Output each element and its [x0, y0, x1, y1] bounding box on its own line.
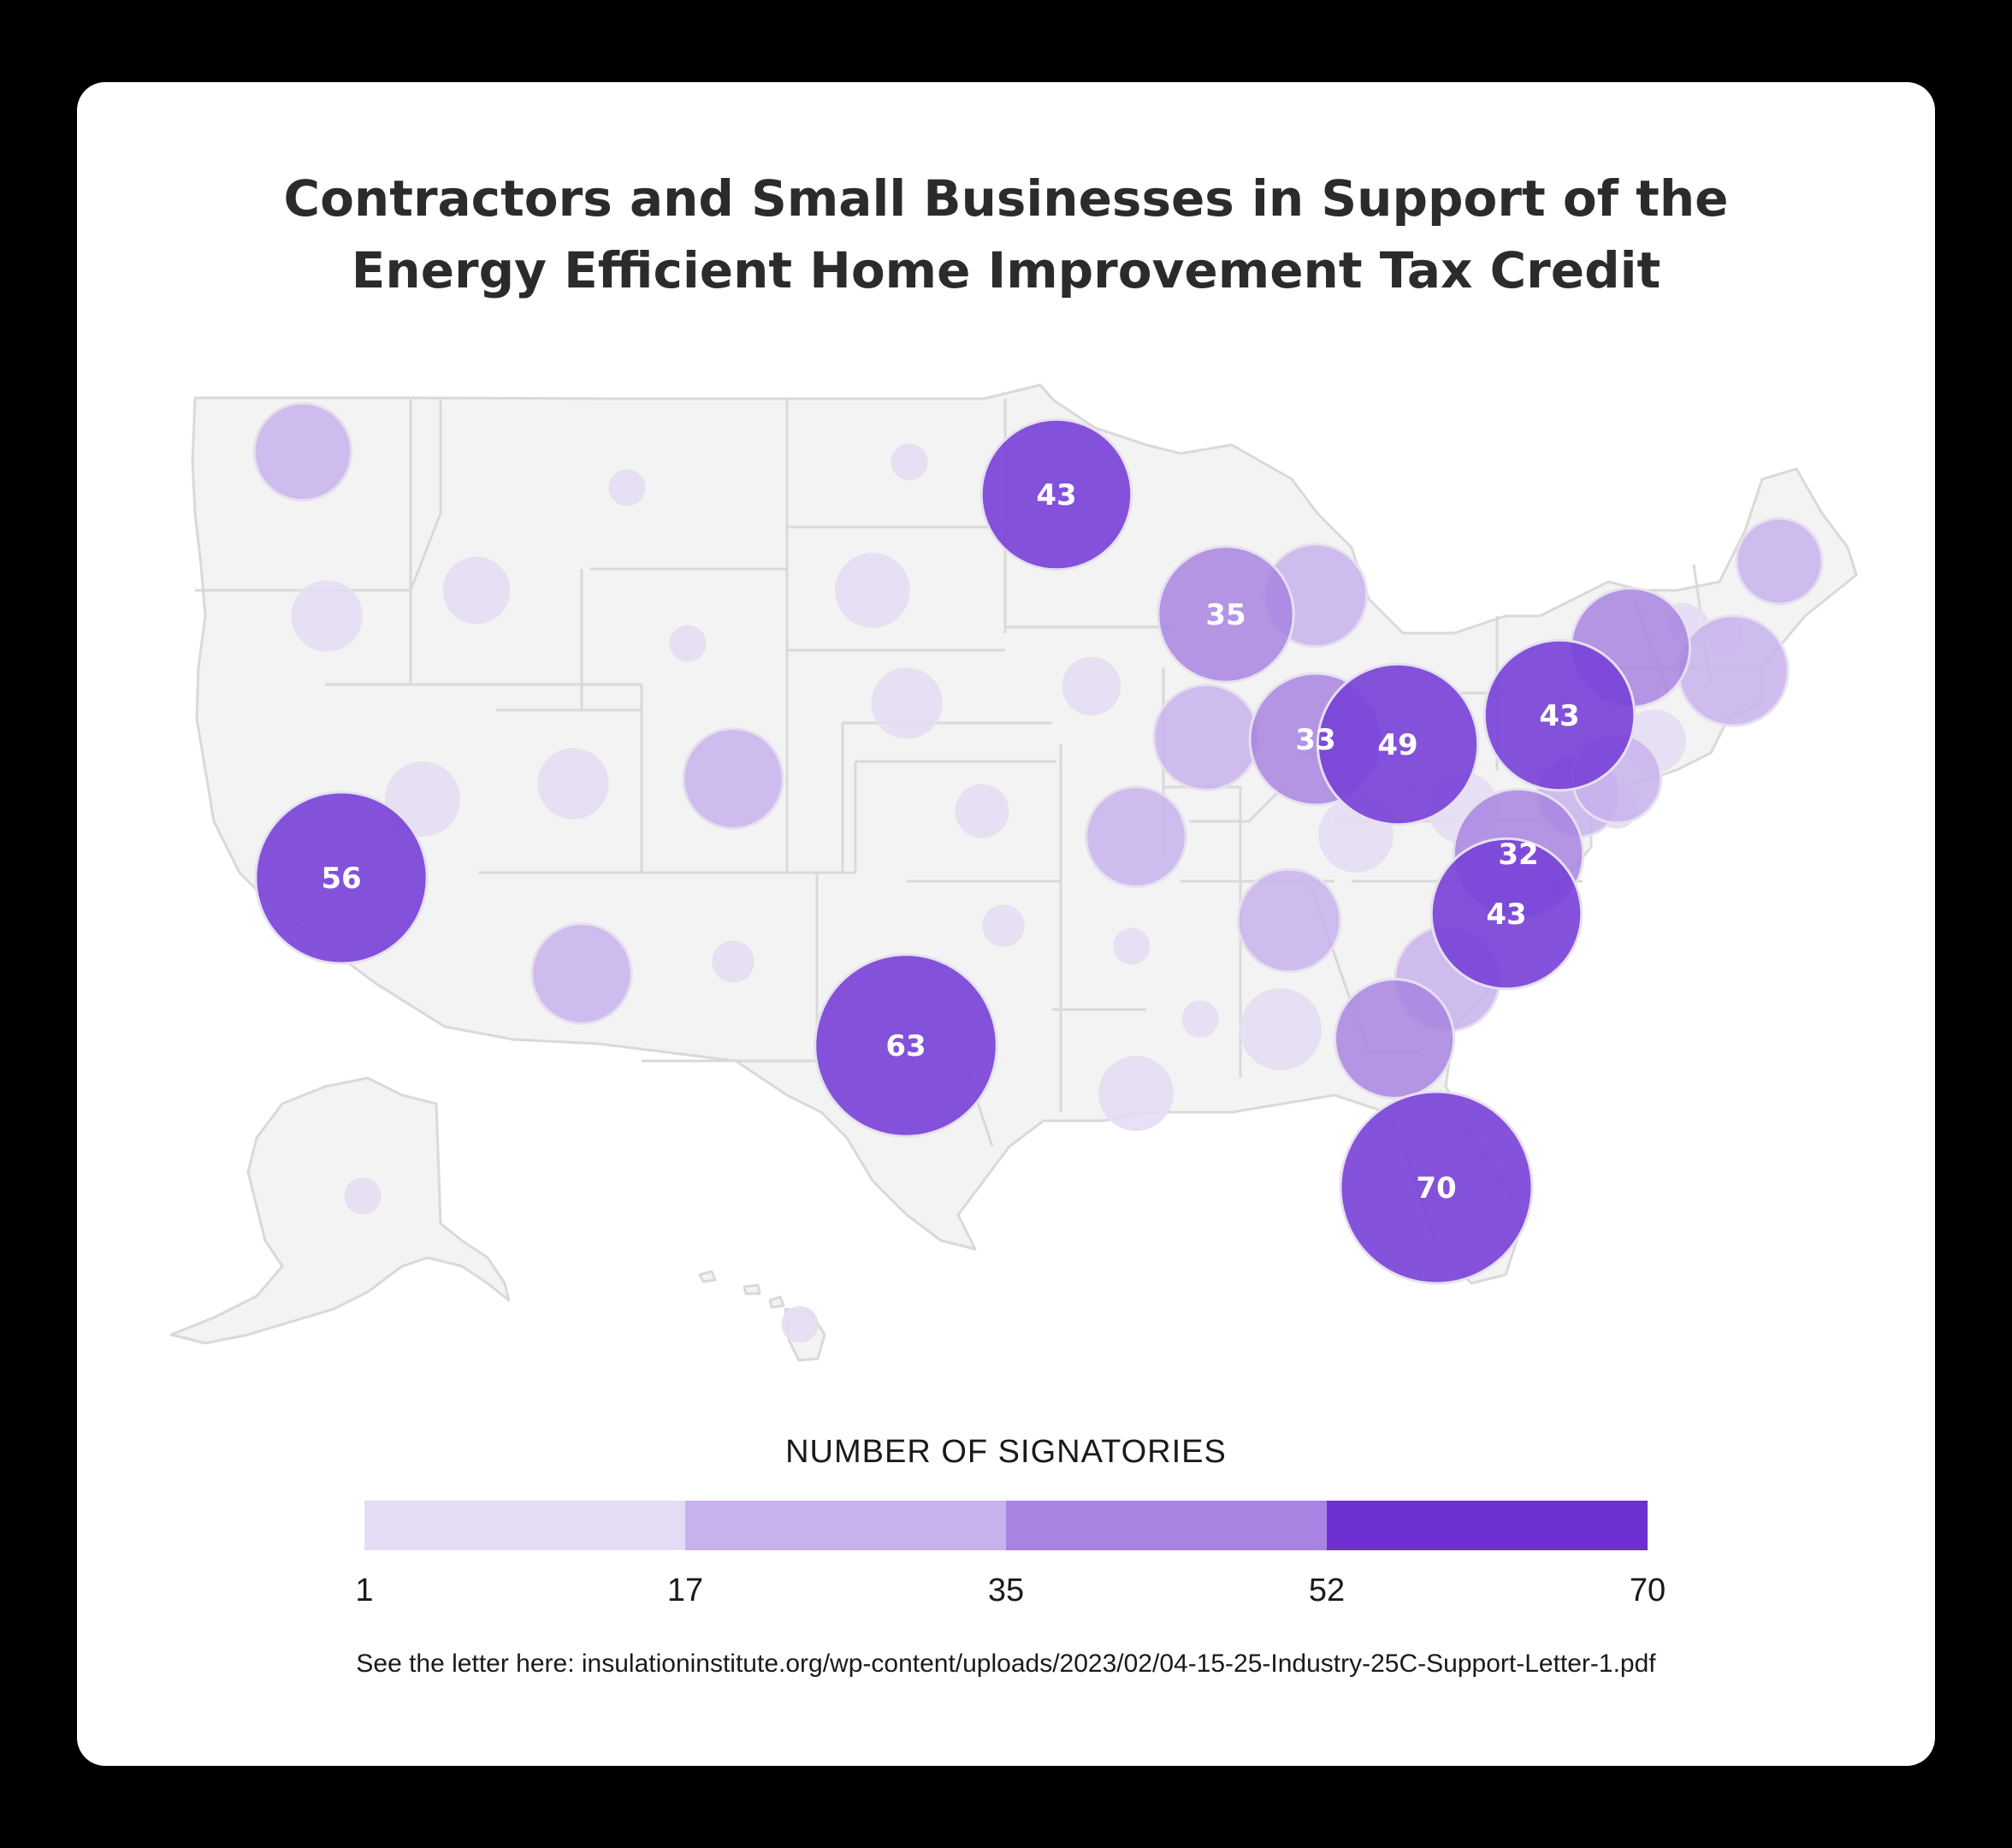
bubble-pa — [1482, 638, 1636, 792]
bubble-label-oh: 49 — [1377, 728, 1417, 762]
bubble-label-mn: 43 — [1036, 478, 1076, 512]
bubble-ak — [344, 1177, 382, 1215]
bubble-label-wi: 35 — [1205, 598, 1246, 632]
legend-color-bar — [364, 1501, 1648, 1550]
bubble-layer: 32 33 35 43 43 43 49 56 63 70 — [252, 401, 1824, 1343]
bubble-label-va: 32 — [1498, 838, 1538, 872]
bubble-oh — [1316, 662, 1480, 826]
legend-swatch-2 — [685, 1501, 1006, 1550]
bubble-label-in: 33 — [1295, 723, 1335, 757]
legend-swatch-1 — [364, 1501, 685, 1550]
bubble-ia — [1062, 656, 1121, 716]
alaska-outline — [169, 1076, 511, 1345]
legend-tick-52: 52 — [1308, 1573, 1346, 1608]
bubble-nv — [385, 761, 460, 837]
bubble-al — [1240, 988, 1322, 1070]
bubble-mo — [1085, 785, 1187, 888]
bubble-ms — [1181, 1000, 1219, 1038]
bubble-mn — [979, 418, 1133, 572]
title-line-1: Contractors and Small Businesses in Supp… — [283, 169, 1729, 228]
bubble-nd — [891, 443, 928, 481]
legend-tick-35: 35 — [987, 1573, 1025, 1608]
bubble-ma — [1677, 614, 1790, 727]
bubble-id — [442, 556, 511, 625]
bubble-label-pa: 43 — [1539, 699, 1579, 733]
bubble-label-ca: 56 — [321, 862, 361, 896]
bubble-wy — [669, 625, 707, 662]
bubble-il — [1152, 684, 1260, 791]
bubble-nm — [712, 940, 754, 983]
bubble-or — [291, 580, 363, 652]
bubble-sd — [835, 553, 910, 628]
bubble-label-tx: 63 — [885, 1029, 926, 1063]
bubble-wi — [1157, 545, 1295, 684]
bubble-ok — [982, 904, 1025, 947]
bubble-az — [530, 922, 633, 1025]
bubble-ar — [1113, 927, 1151, 965]
source-note: See the letter here: insulationinstitute… — [356, 1650, 1656, 1678]
bubble-hi — [781, 1306, 819, 1343]
legend-title: NUMBER OF SIGNATORIES — [785, 1434, 1227, 1470]
bubble-ne — [871, 667, 943, 739]
bubble-ks — [955, 784, 1009, 838]
bubble-label-nc: 43 — [1486, 897, 1526, 932]
bubble-label-fl: 70 — [1416, 1171, 1456, 1205]
legend-swatch-4 — [1327, 1501, 1648, 1550]
legend-tick-70: 70 — [1629, 1573, 1666, 1608]
bubble-wa — [252, 401, 353, 502]
bubble-me — [1735, 517, 1824, 606]
chart-title: Contractors and Small Businesses in Supp… — [0, 163, 2012, 306]
bubble-mt — [608, 469, 646, 506]
bubble-nc — [1429, 837, 1583, 991]
legend-swatch-3 — [1006, 1501, 1327, 1550]
bubble-la — [1098, 1056, 1174, 1131]
bubble-ga — [1333, 977, 1456, 1100]
bubble-ut — [537, 748, 609, 820]
bubble-fl — [1339, 1090, 1534, 1285]
bubble-tn — [1236, 868, 1342, 974]
title-line-2: Energy Efficient Home Improvement Tax Cr… — [351, 241, 1661, 299]
legend-tick-17: 17 — [666, 1573, 704, 1608]
bubble-co — [682, 727, 784, 830]
bubble-ca — [254, 791, 429, 965]
legend-tick-1: 1 — [355, 1573, 374, 1608]
bubble-tx — [814, 953, 998, 1138]
